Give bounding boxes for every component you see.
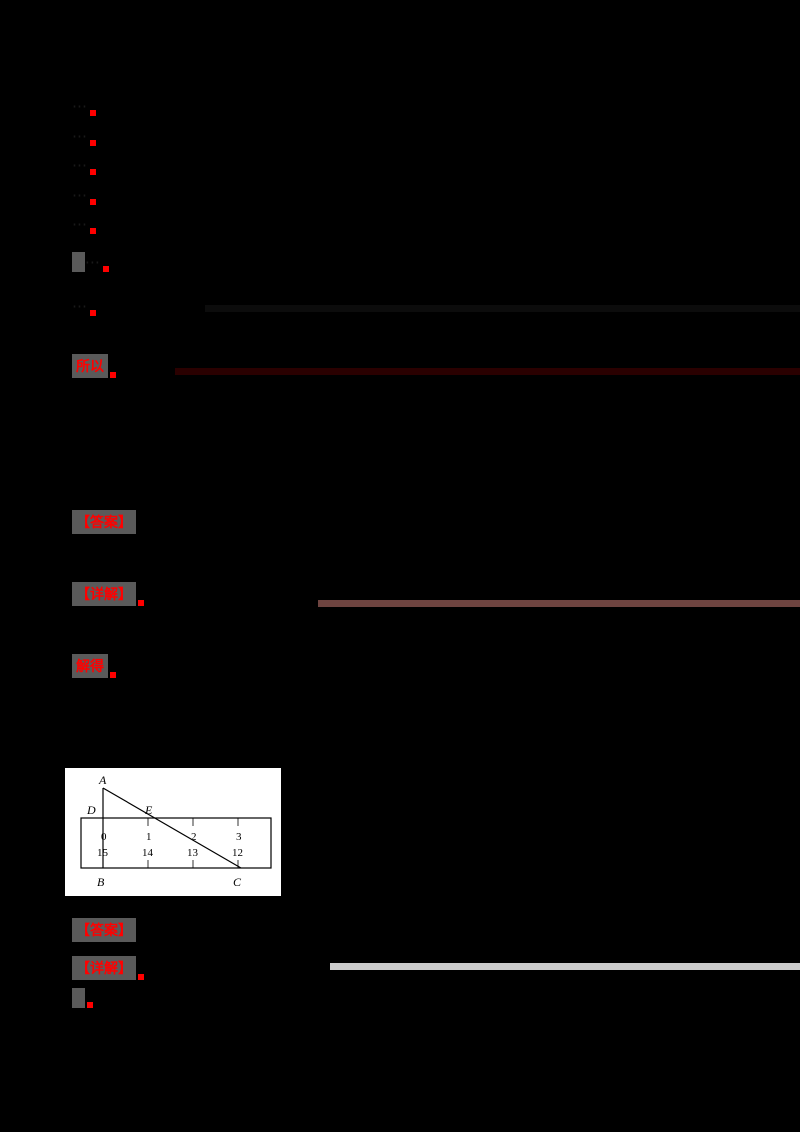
end-mark: [110, 372, 116, 378]
answer-line-2: 【答案】: [72, 918, 136, 942]
answer-line-1: 【答案】: [72, 510, 136, 534]
end-mark: [90, 169, 96, 175]
ruler-figure: A D E B C 0 1 2 3 15 14 13 12: [65, 768, 281, 896]
equation-text: ⋯: [72, 99, 88, 115]
equation-text: ⋯: [72, 129, 88, 145]
svg-text:1: 1: [146, 831, 152, 843]
svg-text:12: 12: [232, 847, 243, 859]
equation-text: ⋯: [72, 188, 88, 204]
equation-line-3: ⋯: [72, 153, 96, 175]
red-mark: [72, 252, 85, 272]
end-mark: [90, 140, 96, 146]
equation-line-5: ⋯: [72, 212, 96, 234]
equation-text: ⋯: [84, 255, 101, 271]
analysis-line-2: 【详解】: [72, 956, 144, 980]
end-mark: [110, 672, 116, 678]
divider: [318, 600, 800, 607]
svg-text:2: 2: [191, 831, 197, 843]
svg-text:A: A: [98, 773, 107, 787]
solution-line: 解得: [72, 654, 116, 678]
svg-text:D: D: [86, 803, 96, 817]
conclusion-line: 所以: [72, 354, 116, 378]
divider: [330, 963, 800, 970]
end-mark: [102, 266, 109, 272]
analysis-line-1: 【详解】: [72, 582, 144, 606]
svg-text:C: C: [233, 875, 242, 889]
equation-line-1: ⋯: [72, 94, 96, 116]
equation-line-7: ⋯: [72, 294, 96, 316]
end-mark: [138, 600, 144, 606]
analysis-label: 【详解】: [72, 956, 136, 980]
divider: [205, 305, 800, 312]
end-mark: [138, 974, 144, 980]
equation-line-6: ⋯: [72, 250, 109, 272]
answer-label: 【答案】: [72, 918, 136, 942]
svg-text:14: 14: [142, 847, 154, 859]
svg-text:B: B: [97, 875, 105, 889]
svg-text:3: 3: [236, 831, 242, 843]
svg-text:E: E: [144, 803, 153, 817]
end-mark: [90, 110, 96, 116]
end-mark: [90, 310, 96, 316]
svg-text:13: 13: [187, 847, 199, 859]
so-label: 所以: [72, 354, 108, 378]
equation-line-2: ⋯: [72, 124, 96, 146]
svg-text:0: 0: [101, 831, 107, 843]
end-mark: [90, 199, 96, 205]
analysis-label: 【详解】: [72, 582, 136, 606]
svg-text:15: 15: [97, 847, 109, 859]
solution-label: 解得: [72, 654, 108, 678]
final-line: [72, 986, 93, 1008]
divider: [175, 368, 800, 375]
equation-text: ⋯: [72, 217, 88, 233]
answer-label: 【答案】: [72, 510, 136, 534]
equation-text: ⋯: [72, 158, 88, 174]
equation-text: ⋯: [72, 299, 88, 315]
equation-line-4: ⋯: [72, 183, 96, 205]
triangle-ruler-diagram: A D E B C 0 1 2 3 15 14 13 12: [80, 773, 272, 889]
end-mark: [90, 228, 96, 234]
red-mark: [72, 988, 85, 1008]
end-mark: [86, 1002, 93, 1008]
